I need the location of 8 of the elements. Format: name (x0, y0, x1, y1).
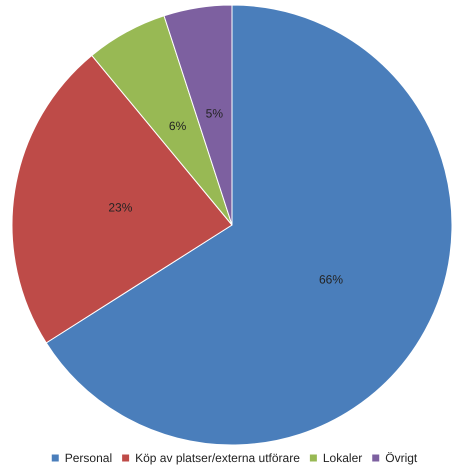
data-label: 5% (206, 106, 224, 120)
legend-label: Köp av platser/externa utförare (135, 451, 300, 465)
data-label: 23% (108, 200, 133, 214)
data-label: 6% (168, 118, 187, 133)
legend-label: Lokaler (322, 451, 362, 465)
legend-label: Övrigt (385, 451, 418, 465)
data-label: 66% (319, 272, 344, 286)
legend-label: Personal (64, 451, 112, 465)
